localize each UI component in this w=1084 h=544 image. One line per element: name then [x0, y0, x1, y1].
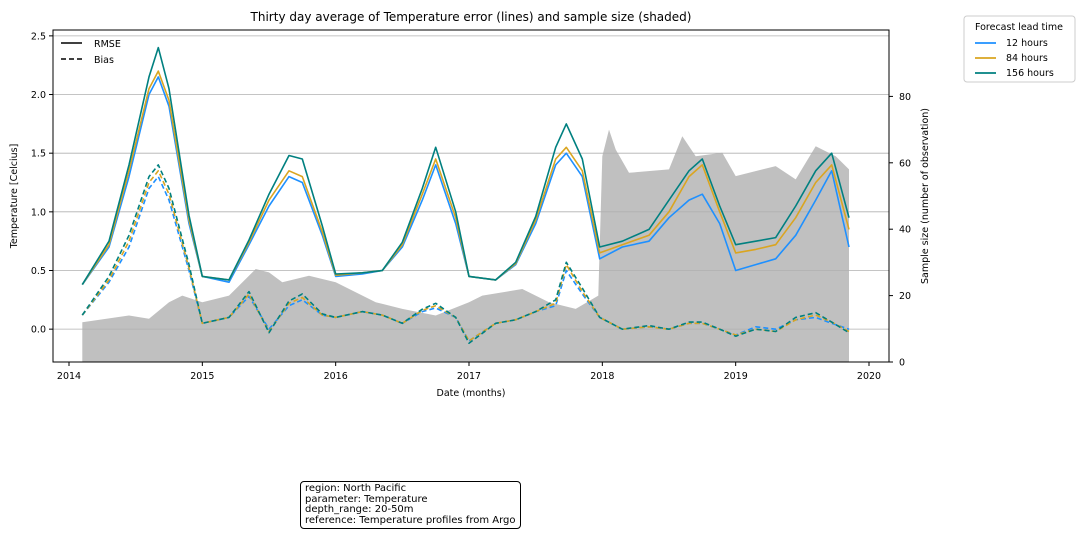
chart-title: Thirty day average of Temperature error … — [250, 10, 692, 24]
y-axis: 0.0 0.5 1.0 1.5 2.0 2.5 — [31, 31, 53, 336]
x-tick-label: 2016 — [324, 371, 348, 382]
info-parameter: parameter: Temperature — [305, 493, 428, 505]
x-axis: 2014 2015 2016 2017 2018 2019 2020 — [57, 362, 881, 382]
y2-tick-label: 20 — [899, 291, 911, 302]
y2-tick-label: 0 — [899, 358, 905, 369]
x-tick-label: 2020 — [857, 371, 881, 382]
sample-size-shading — [82, 129, 850, 362]
y2-axis: 0 20 40 60 80 — [889, 92, 911, 369]
y-axis-label: Temperature [Celcius] — [9, 144, 20, 250]
y2-axis-label: Sample size (number of observation) — [920, 108, 931, 284]
x-tick-label: 2017 — [457, 371, 481, 382]
info-reference: reference: Temperature profiles from Arg… — [305, 514, 516, 526]
y-tick-label: 2.5 — [31, 31, 46, 42]
lead-legend-frame — [963, 15, 1076, 83]
y-tick-label: 0.5 — [31, 266, 46, 277]
legend-12h-label: 12 hours — [1006, 38, 1048, 49]
x-tick-label: 2018 — [590, 371, 614, 382]
series-lines — [81, 46, 850, 344]
info-depth-range: depth_range: 20-50m — [305, 504, 414, 515]
info-region: region: North Pacific — [305, 483, 407, 494]
legend-156h-label: 156 hours — [1006, 68, 1054, 79]
legend-bias-label: Bias — [94, 55, 114, 66]
info-box: region: North Pacific parameter: Tempera… — [300, 481, 521, 529]
plot-frame — [52, 29, 890, 363]
plot-area — [52, 29, 890, 363]
series-156-hours-bias — [81, 164, 850, 344]
y2-tick-label: 60 — [899, 158, 911, 169]
lead-legend-title: Forecast lead time — [975, 22, 1063, 33]
y2-tick-label: 80 — [899, 92, 911, 103]
y2-tick-label: 40 — [899, 225, 911, 236]
y-tick-label: 0.0 — [31, 325, 46, 336]
style-legend: RMSE Bias — [61, 39, 121, 66]
series-156-hours-rmse — [81, 46, 850, 286]
x-tick-label: 2015 — [190, 371, 214, 382]
sample-size-area — [82, 129, 850, 362]
lead-time-legend: Forecast lead time 12 hours 84 hours 156… — [963, 15, 1076, 83]
x-tick-label: 2014 — [57, 371, 81, 382]
y-tick-label: 1.0 — [31, 207, 46, 218]
legend-84h-label: 84 hours — [1006, 53, 1048, 64]
legend-rmse-label: RMSE — [94, 39, 121, 50]
x-axis-label: Date (months) — [437, 388, 506, 399]
x-tick-label: 2019 — [724, 371, 748, 382]
y-tick-label: 2.0 — [31, 90, 46, 101]
y-tick-label: 1.5 — [31, 149, 46, 160]
